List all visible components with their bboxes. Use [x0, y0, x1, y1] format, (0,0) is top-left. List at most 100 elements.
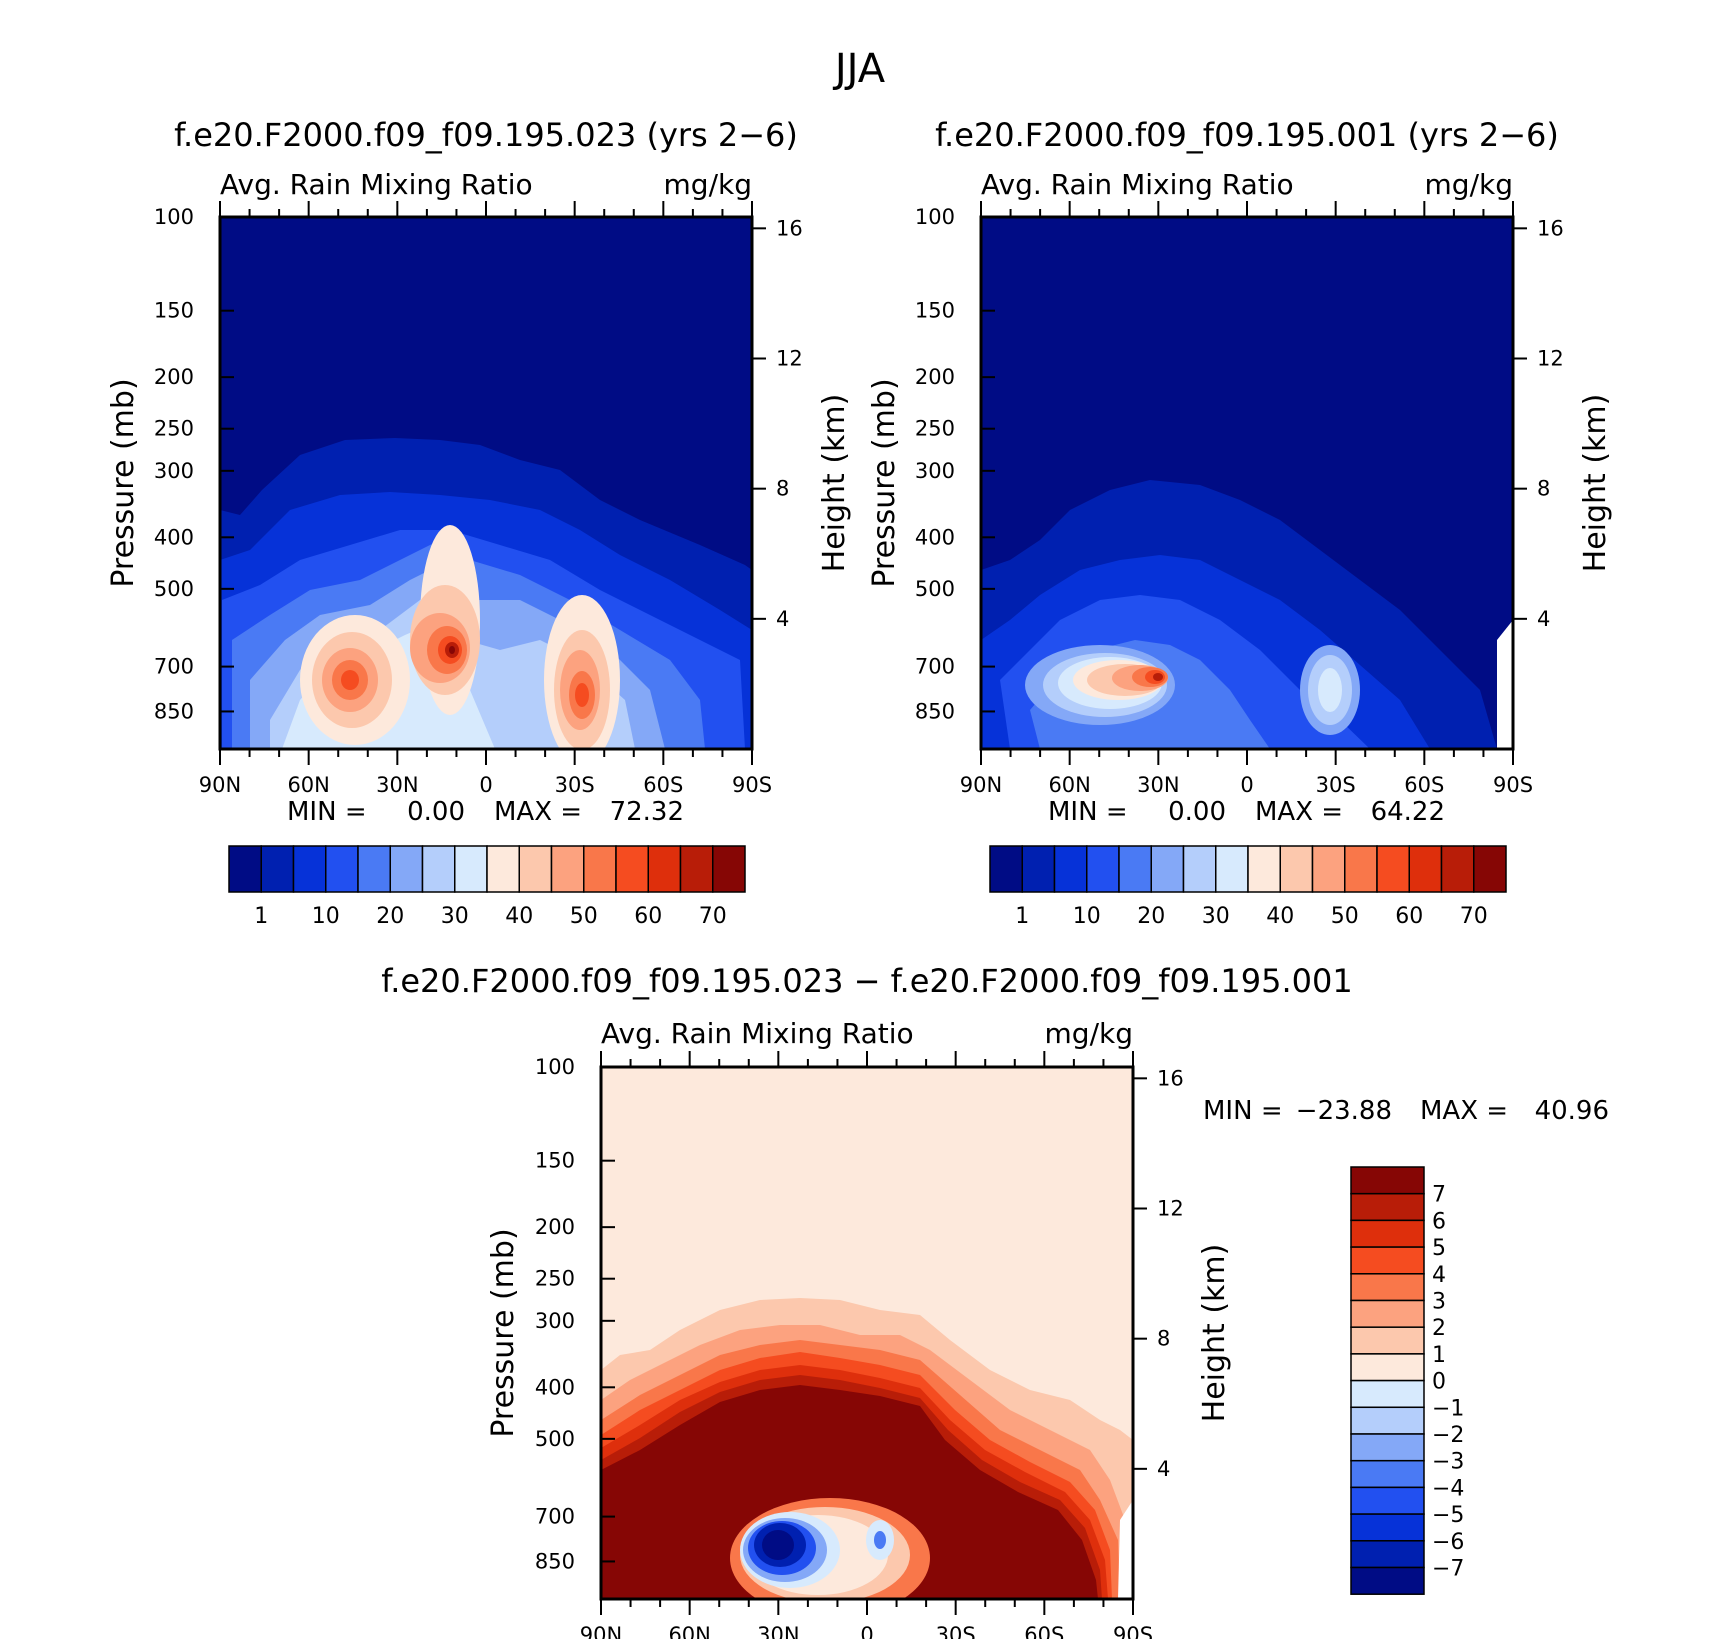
- x-axis-ticks: 90N 60N 30N 0 30S 60S 90S: [199, 201, 772, 797]
- panel-title: f.e20.F2000.f09_f09.195.001 (yrs 2−6): [935, 116, 1559, 154]
- units-label: mg/kg: [664, 168, 752, 201]
- colorbar-label: −5: [1432, 1503, 1464, 1528]
- y-tick-label: 300: [915, 459, 955, 483]
- colorbar-swatch: [1350, 1379, 1425, 1409]
- colorbar-swatch: [454, 845, 488, 893]
- colorbar-label: 70: [699, 904, 727, 929]
- colorbar-swatch: [1473, 845, 1507, 893]
- max-value: 64.22: [1371, 797, 1445, 827]
- y-tick-label: 100: [154, 205, 194, 229]
- y-tick-label: 250: [915, 417, 955, 441]
- colorbar-swatch: [518, 845, 553, 893]
- panel-3: f.e20.F2000.f09_f09.195.023 − f.e20.F200…: [381, 962, 1609, 1639]
- colorbar-label: 7: [1432, 1183, 1446, 1208]
- colorbar: 1 10 20 30 40 50 60 70: [989, 845, 1507, 929]
- y2-tick-label: 4: [776, 607, 789, 631]
- contour-field: [601, 1067, 1133, 1599]
- panel-title: f.e20.F2000.f09_f09.195.023 (yrs 2−6): [174, 116, 798, 154]
- y-tick-label: 150: [535, 1149, 575, 1173]
- y-tick-label: 300: [154, 459, 194, 483]
- x-tick-label: 60N: [668, 1623, 710, 1639]
- y-axis-label: Pressure (mb): [106, 378, 141, 587]
- colorbar-swatch: [1150, 845, 1185, 893]
- colorbar-swatch: [1350, 1406, 1425, 1435]
- colorbar-swatch: [1350, 1326, 1425, 1355]
- y-tick-label: 850: [535, 1549, 575, 1573]
- y2-tick-label: 8: [776, 477, 789, 501]
- y-tick-label: 150: [915, 299, 955, 323]
- colorbar-swatch: [486, 845, 520, 893]
- y2-tick-label: 8: [1157, 1327, 1170, 1351]
- colorbar-label: 30: [441, 904, 469, 929]
- max-label: MAX =: [494, 797, 582, 827]
- y2-tick-label: 16: [776, 216, 803, 240]
- colorbar-label: 3: [1432, 1290, 1446, 1315]
- colorbar-swatch: [1350, 1540, 1425, 1569]
- colorbar-swatch: [1350, 1433, 1425, 1462]
- colorbar-swatch: [260, 845, 295, 893]
- y-tick-label: 400: [535, 1375, 575, 1399]
- x-tick-label: 90S: [1493, 773, 1533, 797]
- min-value: 0.00: [1168, 797, 1226, 827]
- colorbar-label: 50: [1331, 904, 1359, 929]
- y2-tick-label: 12: [1537, 347, 1564, 371]
- min-label: MIN =: [287, 797, 367, 827]
- x-tick-label: 90S: [1113, 1623, 1153, 1639]
- colorbar-label: 1: [1432, 1343, 1446, 1368]
- y-axis-ticks: 100 150 200 250 300 400 500 700 850: [915, 205, 995, 723]
- max-label: MAX =: [1255, 797, 1343, 827]
- x-tick-label: 60N: [1048, 773, 1090, 797]
- x-tick-label: 30N: [757, 1623, 799, 1639]
- colorbar-swatch: [1350, 1273, 1425, 1302]
- colorbar-swatch: [1215, 845, 1249, 893]
- colorbar-label: 4: [1432, 1263, 1446, 1288]
- figure-title: JJA: [832, 46, 886, 92]
- y-tick-label: 150: [154, 299, 194, 323]
- colorbar-swatch: [647, 845, 682, 893]
- colorbar-label: −1: [1432, 1396, 1464, 1421]
- colorbar-label: 10: [1073, 904, 1101, 929]
- variable-label: Avg. Rain Mixing Ratio: [601, 1017, 914, 1050]
- units-label: mg/kg: [1045, 1017, 1133, 1050]
- colorbar-swatch: [1408, 845, 1443, 893]
- colorbar-swatch: [1350, 1219, 1425, 1248]
- colorbar-swatch: [1350, 1192, 1425, 1222]
- x-tick-label: 60S: [1024, 1623, 1064, 1639]
- x-tick-label: 0: [479, 773, 492, 797]
- y2-tick-label: 16: [1537, 216, 1564, 240]
- colorbar-swatch: [1350, 1353, 1425, 1382]
- y-tick-label: 100: [535, 1055, 575, 1079]
- colorbar-swatch: [292, 845, 327, 893]
- colorbar-swatch: [1021, 845, 1056, 893]
- max-value: 72.32: [610, 797, 684, 827]
- colorbar-label: −3: [1432, 1450, 1464, 1475]
- y-axis-ticks: 100 150 200 250 300 400 500 700 850: [535, 1055, 615, 1573]
- min-value: −23.88: [1296, 1096, 1392, 1126]
- colorbar-swatch: [228, 845, 262, 893]
- x-tick-label: 90N: [199, 773, 241, 797]
- y-tick-label: 700: [535, 1505, 575, 1529]
- colorbar-swatch: [1086, 845, 1120, 893]
- contour-field: [220, 217, 752, 749]
- x-tick-label: 90N: [580, 1623, 622, 1639]
- y-tick-label: 500: [535, 1427, 575, 1451]
- x-tick-label: 60S: [643, 773, 683, 797]
- colorbar-label: 40: [505, 904, 533, 929]
- panel-title: f.e20.F2000.f09_f09.195.023 − f.e20.F200…: [381, 962, 1353, 1000]
- y2-axis-ticks: 16 12 8 4: [1513, 216, 1564, 631]
- min-value: 0.00: [407, 797, 465, 827]
- colorbar-swatch: [615, 845, 649, 893]
- y-axis-label: Pressure (mb): [486, 1228, 521, 1437]
- x-tick-label: 60N: [287, 773, 329, 797]
- panel-2: f.e20.F2000.f09_f09.195.001 (yrs 2−6) Av…: [867, 116, 1613, 929]
- colorbar-swatch: [1311, 845, 1346, 893]
- y2-tick-label: 8: [1537, 477, 1550, 501]
- colorbar-swatch: [1350, 1166, 1425, 1195]
- x-tick-label: 30N: [1137, 773, 1179, 797]
- colorbar-swatch: [679, 845, 714, 893]
- y-tick-label: 850: [154, 699, 194, 723]
- y2-axis-label: Height (km): [1578, 394, 1613, 573]
- colorbar-label: 20: [1137, 904, 1165, 929]
- x-tick-label: 90S: [732, 773, 772, 797]
